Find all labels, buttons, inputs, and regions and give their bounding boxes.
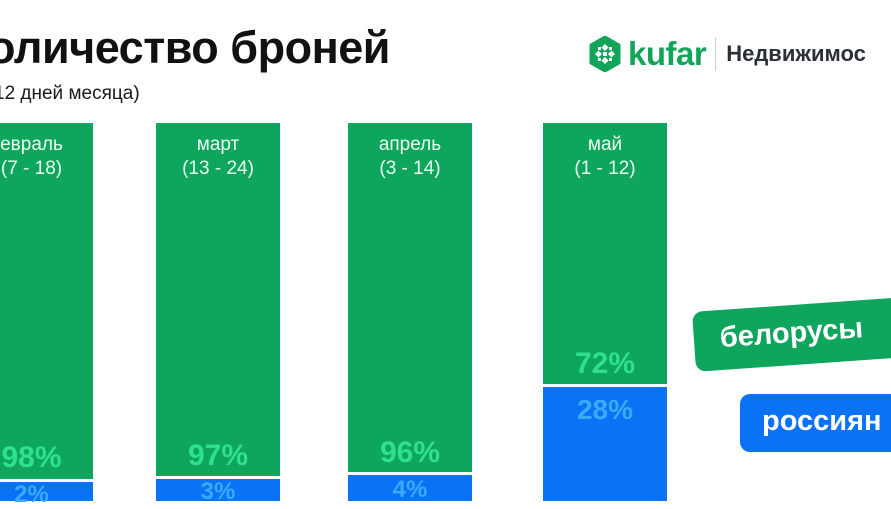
segment-belarusians <box>543 123 667 384</box>
month-range: (13 - 24) <box>182 158 254 179</box>
pct-belarusians: 72% <box>574 347 636 380</box>
kufar-hexagon-snowflake-icon <box>589 36 621 72</box>
month-label: май (1 - 12) <box>543 133 667 181</box>
logo-section: Недвижимос <box>726 41 866 66</box>
month-name: май <box>587 134 623 155</box>
legend-russians: россиян <box>740 394 891 452</box>
legend-belarusians: белорусы <box>692 295 891 372</box>
kufar-logo: kufar Недвижимос <box>587 36 866 72</box>
segment-belarusians <box>348 123 472 472</box>
month-label: апрель (3 - 14) <box>348 133 472 181</box>
segment-belarusians <box>0 123 93 479</box>
month-range: (1 - 12) <box>574 158 636 179</box>
pct-russians: 3% <box>200 478 236 505</box>
pct-belarusians: 96% <box>379 436 441 469</box>
segment-russians <box>0 482 93 501</box>
month-range: (7 - 18) <box>0 158 63 179</box>
segment-belarusians <box>156 123 280 476</box>
pct-russians: 28% <box>576 394 634 425</box>
month-label: евраль (7 - 18) <box>0 133 93 181</box>
segment-russians <box>543 387 667 501</box>
bar-may: май (1 - 12) 72% 28% <box>543 123 667 501</box>
segment-russians <box>156 479 280 501</box>
bar-february: евраль (7 - 18) 98% 2% <box>0 123 93 508</box>
chart-subtitle: 12 дней месяца) <box>0 83 140 104</box>
bar-march: март (13 - 24) 97% 3% <box>156 123 280 505</box>
month-name: апрель <box>378 134 442 155</box>
chart-title: оличество броней <box>0 22 390 73</box>
bar-april: апрель (3 - 14) 96% 4% <box>348 123 472 503</box>
pct-russians: 2% <box>14 481 49 508</box>
pct-belarusians: 98% <box>1 441 62 474</box>
month-range: (3 - 14) <box>379 158 441 179</box>
legend-russians-label: россиян <box>762 405 882 437</box>
logo-brand: kufar <box>628 35 707 72</box>
pct-russians: 4% <box>392 476 428 503</box>
month-name: март <box>196 134 240 155</box>
month-label: март (13 - 24) <box>156 133 280 181</box>
logo-divider <box>715 37 717 71</box>
segment-russians <box>348 475 472 501</box>
month-name: евраль <box>0 134 63 155</box>
legend-belarusians-label: белорусы <box>718 312 865 355</box>
pct-belarusians: 97% <box>187 439 249 472</box>
